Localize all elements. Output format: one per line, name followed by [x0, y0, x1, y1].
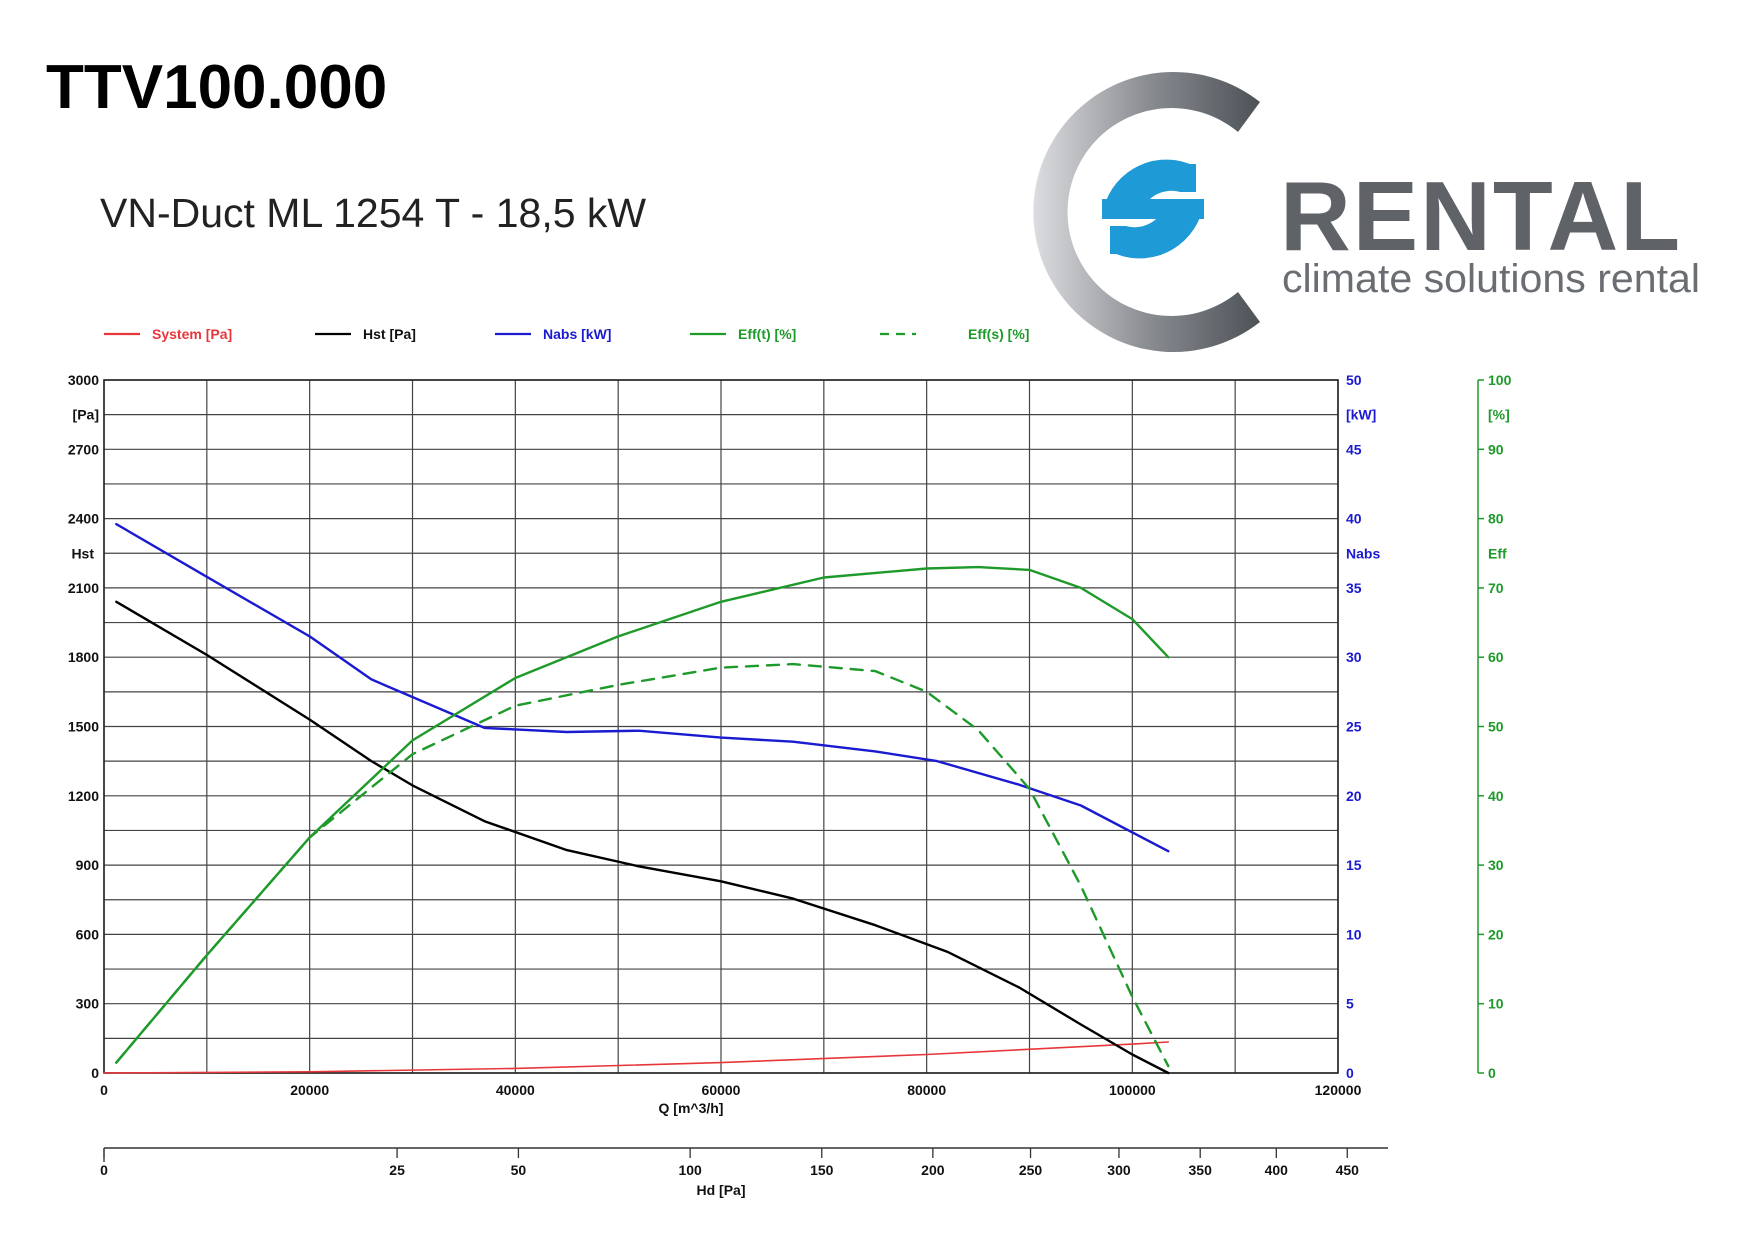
left-axis-unit-label: [Pa] — [73, 407, 99, 423]
series-line-eff_t — [115, 565, 1170, 1064]
eff-axis-unit-label: [%] — [1488, 407, 1510, 423]
left-axis-tick-label: 1800 — [68, 649, 99, 665]
series-line-eff_s — [115, 662, 1170, 1068]
eff-axis-tick-label: 30 — [1488, 857, 1504, 873]
hd-axis-tick-label: 0 — [100, 1162, 108, 1178]
eff-axis-tick-label: 70 — [1488, 580, 1504, 596]
eff-axis-tick-label: 50 — [1488, 719, 1504, 735]
nabs-axis-tick-label: 50 — [1346, 372, 1362, 388]
legend-label-eff_t: Eff(t) [%] — [738, 326, 796, 342]
c-ring-icon — [1033, 72, 1260, 353]
x-axis-tick-label: 60000 — [702, 1082, 741, 1098]
legend-label-eff_s: Eff(s) [%] — [968, 326, 1029, 342]
hd-axis-tick-label: 100 — [678, 1162, 702, 1178]
chart-axes: 30002700240021001800150012009006003000[P… — [68, 372, 1512, 1198]
eff-axis-tick-label: 80 — [1488, 511, 1504, 527]
nabs-axis-tick-label: 20 — [1346, 788, 1362, 804]
x-axis-label: Q [m^3/h] — [659, 1100, 724, 1116]
left-axis-tick-label: 3000 — [68, 372, 99, 388]
chart-grid — [103, 379, 1339, 1074]
nabs-axis-tick-label: 45 — [1346, 441, 1362, 457]
eff-axis-tick-label: 90 — [1488, 441, 1504, 457]
eff-axis-tick-label: 20 — [1488, 926, 1504, 942]
hd-axis-label: Hd [Pa] — [697, 1182, 746, 1198]
hd-axis-tick-label: 25 — [389, 1162, 405, 1178]
left-axis-tick-label: 300 — [76, 996, 100, 1012]
left-axis-tick-label: 600 — [76, 926, 100, 942]
nabs-axis-name-label: Nabs — [1346, 545, 1380, 561]
eff-axis-tick-label: 0 — [1488, 1065, 1496, 1081]
logo-tagline: climate solutions rental — [1282, 257, 1700, 301]
nabs-axis-tick-label: 5 — [1346, 996, 1354, 1012]
eff-axis-name-label: Eff — [1488, 545, 1507, 561]
nabs-axis-unit-label: [kW] — [1346, 407, 1376, 423]
left-axis-tick-label: 2100 — [68, 580, 99, 596]
logo-brand: RENTAL — [1280, 161, 1682, 271]
nabs-axis-tick-label: 0 — [1346, 1065, 1354, 1081]
hd-axis-tick-label: 300 — [1107, 1162, 1131, 1178]
x-axis-tick-label: 120000 — [1315, 1082, 1362, 1098]
nabs-axis-tick-label: 30 — [1346, 649, 1362, 665]
x-axis-tick-label: 20000 — [290, 1082, 329, 1098]
page-title: TTV100.000 — [46, 53, 388, 122]
left-axis-tick-label: 2700 — [68, 441, 99, 457]
hd-axis-tick-label: 200 — [921, 1162, 945, 1178]
x-axis-tick-label: 0 — [100, 1082, 108, 1098]
left-axis-tick-label: 900 — [76, 857, 100, 873]
x-axis-tick-label: 40000 — [496, 1082, 535, 1098]
eff-axis-tick-label: 10 — [1488, 996, 1504, 1012]
left-axis-tick-label: 2400 — [68, 511, 99, 527]
series-line-hst — [115, 600, 1170, 1075]
left-axis-tick-label: 1200 — [68, 788, 99, 804]
s-mark-icon — [1102, 159, 1204, 259]
eff-axis-tick-label: 100 — [1488, 372, 1512, 388]
legend-label-system: System [Pa] — [152, 326, 232, 342]
x-axis-tick-label: 80000 — [907, 1082, 946, 1098]
series-line-nabs — [115, 522, 1170, 853]
eff-axis-tick-label: 60 — [1488, 649, 1504, 665]
nabs-axis-tick-label: 25 — [1346, 719, 1362, 735]
legend-label-nabs: Nabs [kW] — [543, 326, 611, 342]
hd-axis-tick-label: 50 — [511, 1162, 527, 1178]
hd-axis-tick-label: 400 — [1265, 1162, 1289, 1178]
chart-series — [103, 522, 1170, 1075]
page-subtitle: VN-Duct ML 1254 T - 18,5 kW — [100, 190, 647, 236]
hd-axis-tick-label: 450 — [1336, 1162, 1360, 1178]
series-line-system — [103, 1041, 1170, 1074]
rental-logo: RENTAL climate solutions rental — [1033, 72, 1700, 353]
hd-axis-tick-label: 150 — [810, 1162, 834, 1178]
plot-frame — [103, 379, 1339, 1074]
eff-axis-tick-label: 40 — [1488, 788, 1504, 804]
nabs-axis-tick-label: 40 — [1346, 511, 1362, 527]
left-axis-tick-label: 1500 — [68, 719, 99, 735]
hd-axis-tick-label: 350 — [1189, 1162, 1213, 1178]
legend-label-hst: Hst [Pa] — [363, 326, 416, 342]
nabs-axis-tick-label: 15 — [1346, 857, 1362, 873]
hd-axis-tick-label: 250 — [1019, 1162, 1043, 1178]
x-axis-tick-label: 100000 — [1109, 1082, 1156, 1098]
nabs-axis-tick-label: 35 — [1346, 580, 1362, 596]
chart-legend: System [Pa] Hst [Pa] Nabs [kW] Eff(t) [%] Ef… — [104, 326, 1029, 342]
nabs-axis-tick-label: 10 — [1346, 926, 1362, 942]
left-axis-tick-label: 0 — [91, 1065, 99, 1081]
left-axis-name-label: Hst — [71, 545, 94, 561]
